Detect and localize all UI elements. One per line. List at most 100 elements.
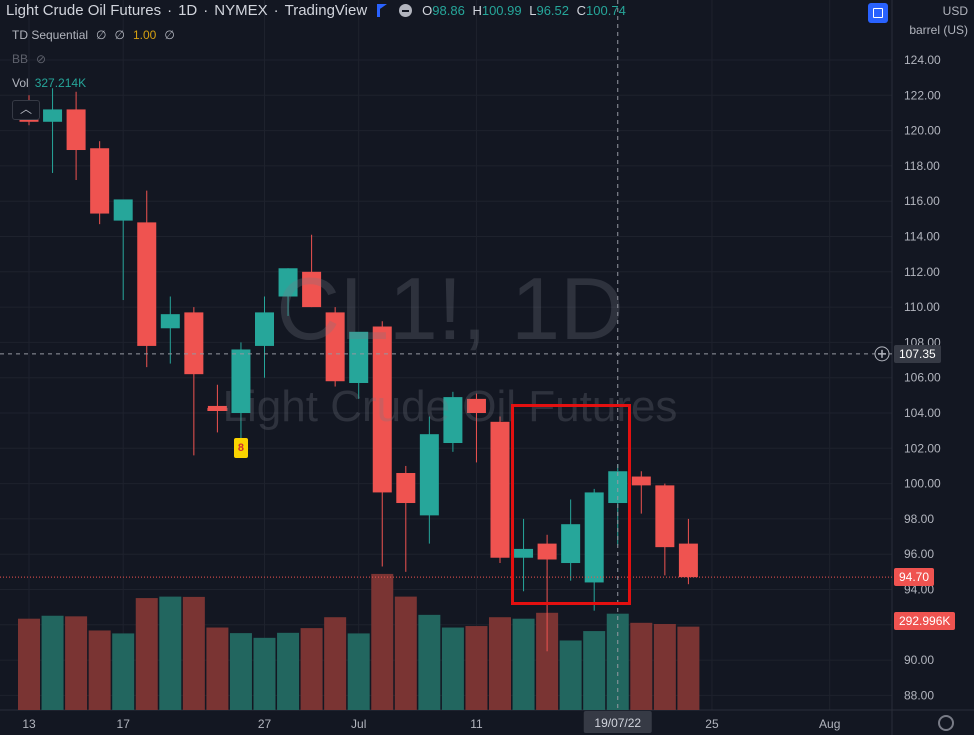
volume-value-label: 292.996K xyxy=(894,612,956,630)
candle-body xyxy=(207,405,227,410)
highlight-box xyxy=(511,404,632,606)
volume-bar xyxy=(347,633,370,710)
gear-icon[interactable] xyxy=(938,715,954,731)
volume-bar xyxy=(559,640,582,710)
candle-body xyxy=(349,331,369,383)
candle-body xyxy=(631,476,651,486)
volume-bar xyxy=(65,616,88,710)
bb-legend[interactable]: BB ⊘ xyxy=(12,52,46,66)
volume-bar xyxy=(277,632,300,710)
x-tick-label: 13 xyxy=(22,717,36,731)
volume-bar xyxy=(182,596,205,710)
y-tick-label: 120.00 xyxy=(904,124,941,138)
currency-unit: barrel (US) xyxy=(909,23,968,37)
td-name: TD Sequential xyxy=(12,28,89,42)
legend-sep: · xyxy=(203,2,209,19)
volume-bar xyxy=(229,633,252,710)
candle-body xyxy=(231,349,251,413)
y-tick-label: 88.00 xyxy=(904,688,934,702)
candle-body xyxy=(514,548,534,558)
volume-bar xyxy=(41,615,64,710)
y-tick-label: 106.00 xyxy=(904,371,941,385)
candle-body xyxy=(43,109,63,122)
candle-body xyxy=(419,434,439,516)
interval-label[interactable]: 1D xyxy=(178,2,198,19)
candle-body xyxy=(396,473,416,504)
x-tick-label: 27 xyxy=(258,717,272,731)
y-tick-label: 122.00 xyxy=(904,88,941,102)
crosshair-date-bg xyxy=(583,711,652,733)
volume-bar xyxy=(583,631,606,710)
x-tick-label: Aug xyxy=(819,717,840,731)
volume-bar xyxy=(371,573,394,710)
candle-body xyxy=(113,199,133,221)
volume-bar xyxy=(112,633,135,710)
crosshair-date-label: 19/07/22 xyxy=(594,716,641,730)
candle-body xyxy=(325,312,345,382)
volume-bar xyxy=(630,622,653,710)
candle-body xyxy=(561,524,581,564)
currency-selector[interactable]: USD barrel (US) xyxy=(909,2,968,40)
y-tick-label: 90.00 xyxy=(904,653,934,667)
x-tick-label: 25 xyxy=(705,717,719,731)
volume-bar xyxy=(206,627,229,710)
minus-circle-icon[interactable] xyxy=(399,4,413,17)
y-tick-label: 112.00 xyxy=(904,265,940,279)
td-value: 1.00 xyxy=(132,28,157,42)
legend-sep: · xyxy=(167,2,173,19)
candle-body xyxy=(655,485,675,548)
candle-body xyxy=(490,421,510,558)
volume-legend: Vol 327.214K xyxy=(12,76,86,90)
volume-bar xyxy=(88,630,111,710)
ohlc-values: O98.86 H100.99 L96.52 C100.74 xyxy=(422,3,626,18)
candle-body xyxy=(66,109,86,151)
volume-bar xyxy=(300,628,323,710)
volume-bar xyxy=(159,596,182,710)
volume-bar xyxy=(512,618,535,710)
bb-name: BB xyxy=(12,52,29,66)
candle-body xyxy=(372,326,392,493)
y-tick-label: 104.00 xyxy=(904,406,941,420)
currency-code: USD xyxy=(942,4,968,18)
vol-label: Vol xyxy=(12,76,29,90)
chart-legend: Light Crude Oil Futures · 1D · NYMEX · T… xyxy=(6,2,630,19)
candle-body xyxy=(537,543,557,560)
td-param-1: ∅ xyxy=(96,28,107,42)
y-tick-label: 96.00 xyxy=(904,547,934,561)
x-tick-label: 11 xyxy=(470,717,483,731)
x-tick-label: Jul xyxy=(351,717,366,731)
last-price-label: 94.70 xyxy=(894,568,935,587)
volume-bar xyxy=(465,626,488,710)
volume-bar xyxy=(677,626,700,710)
eye-off-icon[interactable]: ⊘ xyxy=(36,52,47,66)
candle-body xyxy=(584,492,604,583)
symbol-title[interactable]: Light Crude Oil Futures xyxy=(6,2,162,19)
flag-icon[interactable] xyxy=(377,4,388,17)
y-tick-label: 124.00 xyxy=(904,53,941,67)
source-label: TradingView xyxy=(284,2,368,19)
candle-body xyxy=(608,471,628,504)
td-sequential-legend[interactable]: TD Sequential ∅ ∅ 1.00 ∅ xyxy=(12,28,175,42)
y-tick-label: 98.00 xyxy=(904,512,934,526)
y-tick-label: 118.00 xyxy=(904,159,940,173)
candle-body xyxy=(90,148,110,214)
td-param-3: ∅ xyxy=(164,28,175,42)
vol-value: 327.214K xyxy=(34,76,87,90)
volume-bar xyxy=(394,596,417,710)
volume-bar xyxy=(324,617,347,710)
candle-body xyxy=(466,398,486,413)
candle-body xyxy=(443,397,463,444)
exchange-label: NYMEX xyxy=(214,2,268,19)
collapse-legend-button[interactable]: ︿ xyxy=(12,100,40,120)
candle-body xyxy=(137,222,157,346)
candle-body xyxy=(184,312,204,375)
candle-body xyxy=(678,543,698,578)
volume-bar xyxy=(536,612,559,710)
y-tick-label: 114.00 xyxy=(904,230,940,244)
volume-bar xyxy=(606,613,629,710)
square-icon[interactable] xyxy=(868,3,888,23)
x-tick-label: 17 xyxy=(117,717,131,731)
crosshair-price-label: 107.35 xyxy=(894,344,941,363)
volume-bar xyxy=(418,614,441,710)
